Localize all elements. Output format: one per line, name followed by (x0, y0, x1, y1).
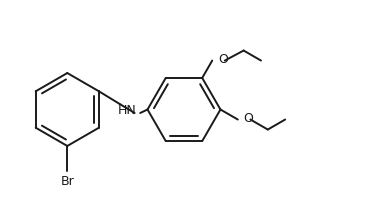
Text: HN: HN (117, 104, 136, 117)
Text: O: O (243, 112, 253, 125)
Text: O: O (218, 53, 228, 66)
Text: Br: Br (60, 175, 74, 188)
